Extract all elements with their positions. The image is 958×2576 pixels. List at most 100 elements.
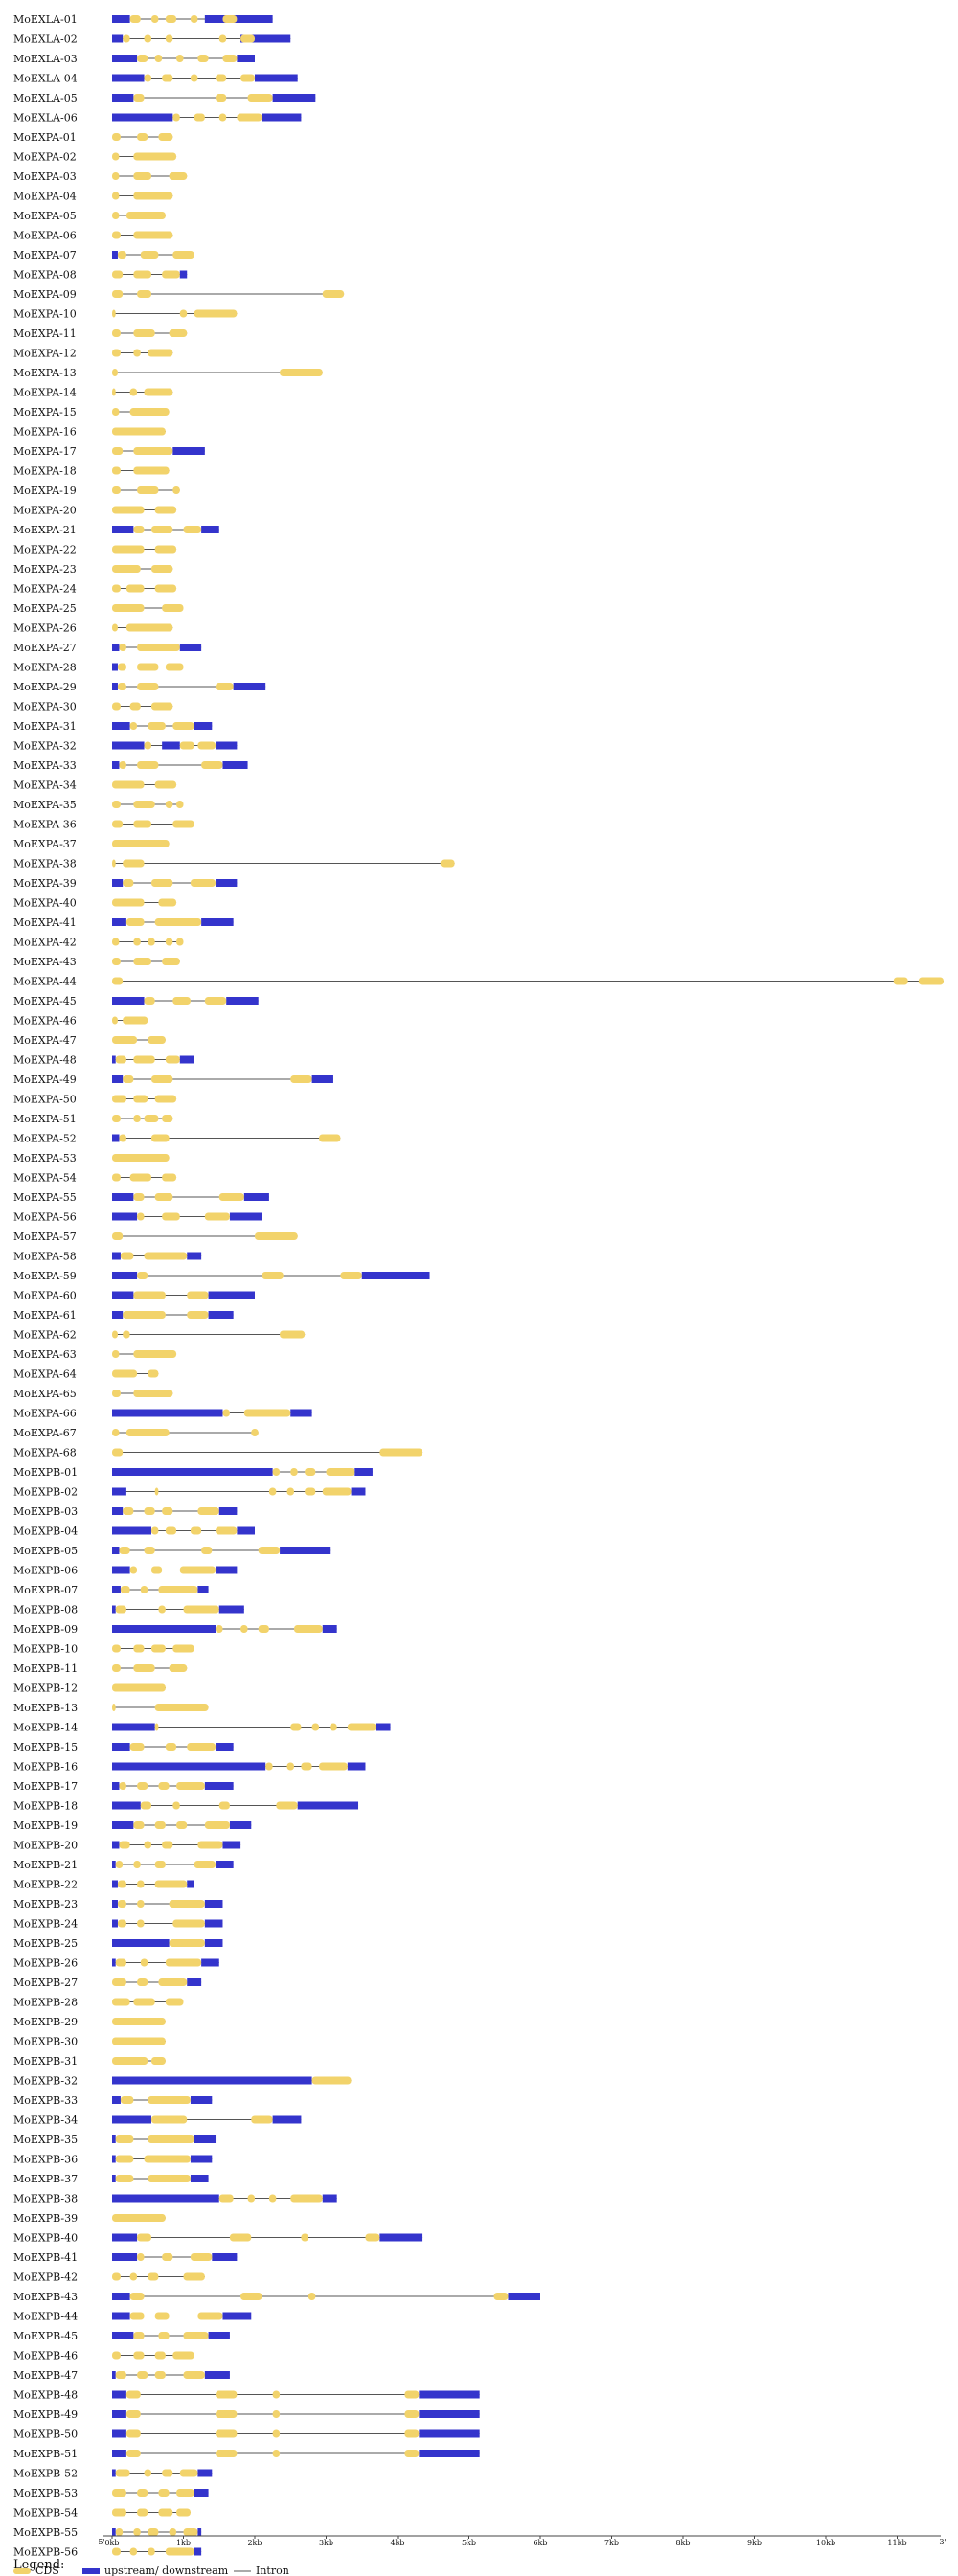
cds-segment <box>148 722 166 730</box>
cds-segment <box>272 2410 281 2418</box>
gene-label: MoEXPA-28 <box>13 662 77 674</box>
utr-segment <box>204 15 273 23</box>
cds-segment <box>117 1880 126 1888</box>
cds-segment <box>120 1586 130 1593</box>
cds-segment <box>169 172 188 180</box>
cds-segment <box>115 1958 126 1967</box>
axis-tick-label: 1kb <box>176 2539 191 2547</box>
utr-segment <box>347 1762 366 1771</box>
cds-segment <box>183 1605 219 1614</box>
cds-segment <box>112 369 118 376</box>
cds-segment <box>201 1547 213 1554</box>
cds-segment <box>340 1272 362 1279</box>
cds-segment <box>262 1272 284 1279</box>
gene-label: MoEXPA-06 <box>13 230 77 242</box>
gene-row: MoEXPA-23 <box>13 563 173 576</box>
gene-row: MoEXPA-17 <box>13 445 205 458</box>
cds-segment <box>125 2429 141 2438</box>
cds-segment <box>125 2390 141 2399</box>
cds-segment <box>115 2175 134 2182</box>
cds-segment <box>290 1723 302 1731</box>
cds-segment <box>194 1861 217 1868</box>
gene-row: MoEXPB-24 <box>13 1918 223 1931</box>
gene-row: MoEXPB-36 <box>13 2154 213 2166</box>
cds-segment <box>137 290 151 298</box>
cds-segment <box>237 113 262 122</box>
axis-right-end-label: 3' <box>939 2538 946 2546</box>
gene-label: MoEXPB-14 <box>13 1722 78 1734</box>
cds-segment <box>133 447 173 455</box>
cds-segment <box>112 1978 126 1986</box>
cds-segment <box>144 74 151 82</box>
gene-label: MoEXPA-52 <box>13 1133 77 1145</box>
gene-row: MoEXPA-33 <box>13 759 248 772</box>
cds-segment <box>133 172 151 180</box>
cds-segment <box>137 761 159 769</box>
cds-segment <box>112 408 120 416</box>
cds-segment <box>305 1468 316 1476</box>
gene-row: MoEXPA-12 <box>13 348 173 360</box>
cds-segment <box>112 231 121 239</box>
cds-segment <box>243 1409 291 1417</box>
cds-segment <box>258 1625 269 1633</box>
gene-row: MoEXPA-50 <box>13 1094 177 1106</box>
utr-segment <box>112 644 120 651</box>
cds-segment <box>125 2410 141 2418</box>
gene-label: MoEXPA-12 <box>13 348 77 360</box>
cds-segment <box>197 1507 219 1515</box>
axis-tick-label: 9kb <box>747 2539 762 2547</box>
utr-segment <box>162 741 180 750</box>
gene-row: MoEXPA-47 <box>13 1034 166 1047</box>
gene-row: MoEXPA-25 <box>13 602 184 615</box>
cds-segment <box>172 2351 194 2360</box>
cds-segment <box>162 1841 173 1849</box>
gene-row: MoEXPB-14 <box>13 1722 391 1734</box>
cds-segment <box>272 1468 281 1476</box>
cds-segment <box>190 74 198 82</box>
gene-row: MoEXPB-12 <box>13 1683 166 1695</box>
cds-segment <box>112 1664 121 1672</box>
gene-label: MoEXPA-53 <box>13 1152 77 1164</box>
gene-row: MoEXPB-41 <box>13 2251 238 2264</box>
gene-row: MoEXPB-11 <box>13 1662 188 1675</box>
utr-segment <box>112 526 134 533</box>
cds-segment <box>119 644 126 651</box>
utr-segment <box>201 918 234 926</box>
utr-segment <box>112 761 120 769</box>
cds-segment <box>218 2194 234 2203</box>
gene-label: MoEXPA-44 <box>13 976 77 988</box>
utr-segment <box>112 1762 266 1771</box>
utr-segment <box>222 761 248 769</box>
gene-label: MoEXPB-51 <box>13 2448 78 2460</box>
cds-segment <box>172 722 194 730</box>
cds-segment <box>158 1782 170 1790</box>
cds-segment <box>158 898 177 907</box>
utr-segment <box>229 1212 262 1221</box>
gene-label: MoEXPB-56 <box>13 2546 78 2559</box>
cds-segment <box>311 1723 320 1731</box>
gene-label: MoEXPA-27 <box>13 642 77 654</box>
gene-row: MoEXPB-37 <box>13 2173 209 2185</box>
utr-segment <box>112 251 118 259</box>
cds-segment <box>154 2371 166 2379</box>
gene-row: MoEXPA-60 <box>13 1290 255 1302</box>
cds-segment <box>133 1390 173 1397</box>
cds-segment <box>165 15 177 23</box>
cds-segment <box>150 1644 166 1653</box>
cds-segment <box>112 840 170 847</box>
cds-segment <box>137 1212 145 1221</box>
cds-segment <box>247 94 273 102</box>
cds-segment <box>162 2253 173 2261</box>
utr-segment <box>112 2410 126 2418</box>
cds-segment <box>112 2057 148 2065</box>
cds-segment <box>222 1409 230 1417</box>
utr-segment <box>112 1212 138 1221</box>
cds-segment <box>137 663 159 671</box>
cds-segment <box>240 1625 248 1633</box>
gene-row: MoEXPB-51 <box>13 2448 480 2460</box>
cds-segment <box>154 506 177 514</box>
utr-segment <box>112 1625 217 1633</box>
gene-label: MoEXPA-13 <box>13 367 77 379</box>
gene-row: MoEXPA-35 <box>13 799 184 811</box>
cds-segment <box>319 1134 341 1142</box>
